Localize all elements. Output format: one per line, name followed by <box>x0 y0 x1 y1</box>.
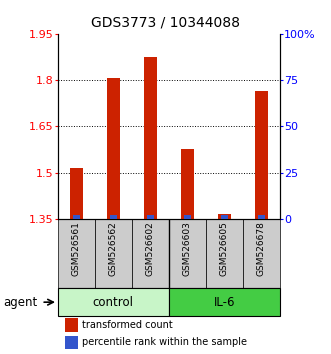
Text: IL-6: IL-6 <box>213 296 235 309</box>
FancyBboxPatch shape <box>243 219 280 288</box>
FancyBboxPatch shape <box>169 219 206 288</box>
Bar <box>184 215 191 219</box>
Bar <box>110 215 117 219</box>
FancyBboxPatch shape <box>95 219 132 288</box>
FancyBboxPatch shape <box>132 219 169 288</box>
Text: GSM526561: GSM526561 <box>72 221 81 276</box>
Bar <box>147 215 154 219</box>
FancyBboxPatch shape <box>58 288 169 316</box>
Bar <box>70 168 83 219</box>
Bar <box>65 319 78 332</box>
FancyBboxPatch shape <box>206 219 243 288</box>
Bar <box>181 149 194 219</box>
FancyBboxPatch shape <box>58 219 95 288</box>
Text: transformed count: transformed count <box>82 320 173 330</box>
Text: agent: agent <box>3 296 37 309</box>
Text: GSM526603: GSM526603 <box>183 221 192 276</box>
Bar <box>255 91 268 219</box>
Text: control: control <box>93 296 134 309</box>
Text: GSM526602: GSM526602 <box>146 221 155 276</box>
Text: GSM526605: GSM526605 <box>220 221 229 276</box>
Bar <box>73 215 80 219</box>
Text: GDS3773 / 10344088: GDS3773 / 10344088 <box>91 16 240 30</box>
Bar <box>144 57 157 219</box>
Bar <box>258 215 265 219</box>
FancyBboxPatch shape <box>169 288 280 316</box>
Bar <box>107 78 120 219</box>
Bar <box>220 215 228 219</box>
Bar <box>218 214 231 219</box>
Text: GSM526678: GSM526678 <box>257 221 266 276</box>
Bar <box>65 336 78 349</box>
Text: percentile rank within the sample: percentile rank within the sample <box>82 337 247 347</box>
Text: GSM526562: GSM526562 <box>109 221 118 276</box>
